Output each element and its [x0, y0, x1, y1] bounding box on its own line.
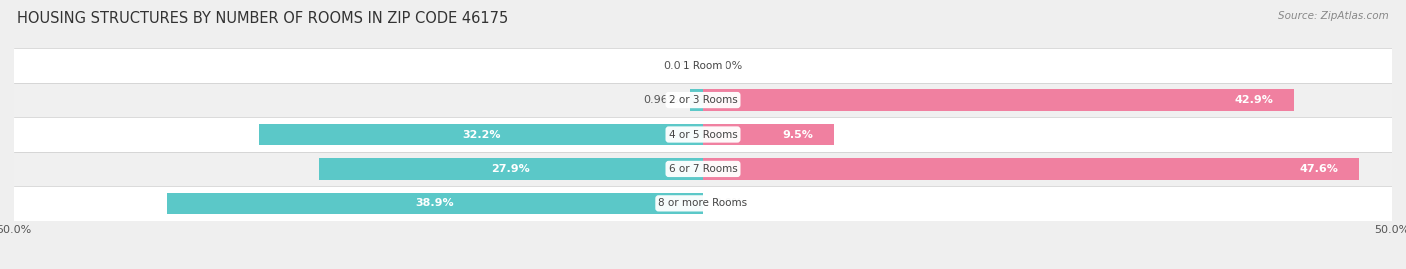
Text: 2 or 3 Rooms: 2 or 3 Rooms	[669, 95, 737, 105]
Text: Source: ZipAtlas.com: Source: ZipAtlas.com	[1278, 11, 1389, 21]
Text: 4 or 5 Rooms: 4 or 5 Rooms	[669, 129, 737, 140]
Text: 47.6%: 47.6%	[1299, 164, 1339, 174]
Bar	[319, 158, 703, 180]
Text: 6 or 7 Rooms: 6 or 7 Rooms	[669, 164, 737, 174]
Text: 42.9%: 42.9%	[1234, 95, 1274, 105]
Bar	[167, 193, 703, 214]
Text: 0.96%: 0.96%	[644, 95, 679, 105]
Bar	[690, 89, 703, 111]
Bar	[259, 124, 703, 145]
Text: 8 or more Rooms: 8 or more Rooms	[658, 198, 748, 208]
Text: 38.9%: 38.9%	[416, 198, 454, 208]
Bar	[14, 117, 1392, 152]
Text: HOUSING STRUCTURES BY NUMBER OF ROOMS IN ZIP CODE 46175: HOUSING STRUCTURES BY NUMBER OF ROOMS IN…	[17, 11, 508, 26]
Text: 32.2%: 32.2%	[463, 129, 501, 140]
Bar	[703, 124, 834, 145]
Text: 27.9%: 27.9%	[492, 164, 530, 174]
Bar	[14, 48, 1392, 83]
Text: 1 Room: 1 Room	[683, 61, 723, 71]
Text: 0.0%: 0.0%	[714, 61, 742, 71]
Bar	[703, 158, 1358, 180]
Bar	[14, 152, 1392, 186]
Text: 0.0%: 0.0%	[714, 198, 742, 208]
Bar	[14, 186, 1392, 221]
Text: 9.5%: 9.5%	[782, 129, 813, 140]
Bar	[703, 89, 1294, 111]
Bar	[14, 83, 1392, 117]
Text: 0.0%: 0.0%	[664, 61, 692, 71]
